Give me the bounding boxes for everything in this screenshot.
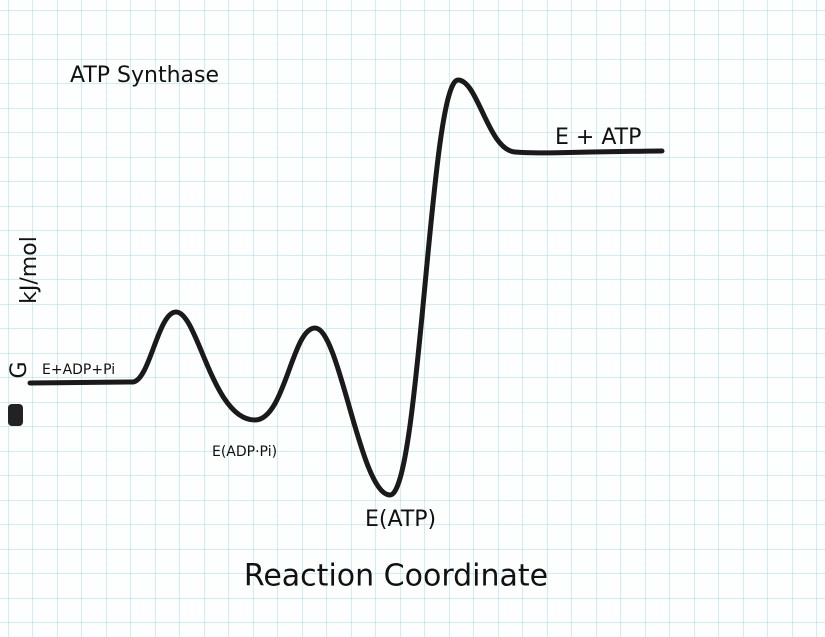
energy-curve: [27, 77, 665, 498]
state-label: E + ATP: [555, 125, 641, 150]
title: ATP Synthase: [70, 63, 219, 88]
state-label: E(ATP): [365, 507, 436, 532]
y-axis-unit: kJ/mol: [17, 236, 42, 304]
y-axis-symbol: G: [7, 361, 32, 378]
state-label: E(ADP·Pi): [212, 444, 277, 460]
state-label: E+ADP+Pi: [42, 362, 115, 378]
ink-blot: [8, 404, 23, 426]
x-axis-label: Reaction Coordinate: [244, 559, 548, 594]
